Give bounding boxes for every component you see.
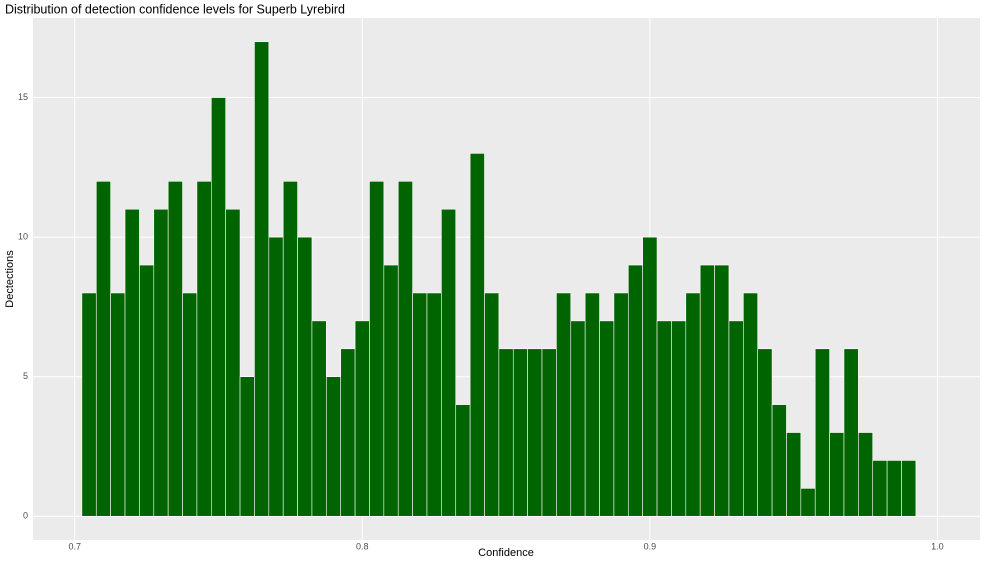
bar — [369, 180, 385, 517]
bar — [728, 320, 744, 517]
bar — [886, 460, 902, 517]
bar — [814, 348, 830, 517]
x-tick-label: 1.0 — [931, 541, 944, 551]
bar — [95, 180, 111, 517]
bar — [512, 348, 528, 517]
y-tick-label: 5 — [23, 371, 28, 381]
bar — [656, 320, 672, 517]
bar — [469, 153, 485, 517]
bar — [771, 404, 787, 517]
bar — [326, 376, 342, 517]
bar — [139, 264, 155, 517]
bar — [671, 320, 687, 517]
x-tick-label: 0.8 — [356, 541, 369, 551]
bar — [441, 208, 457, 517]
bar — [210, 97, 226, 517]
bar — [196, 180, 212, 517]
bar — [627, 264, 643, 517]
bar — [268, 236, 284, 517]
bar — [829, 432, 845, 517]
bar — [714, 264, 730, 517]
bar — [599, 320, 615, 517]
bar — [153, 208, 169, 517]
bar — [167, 180, 183, 517]
bar — [484, 292, 500, 517]
bar — [297, 236, 313, 517]
bar — [901, 460, 917, 517]
bar — [685, 292, 701, 517]
bar — [225, 208, 241, 517]
bar — [254, 41, 270, 517]
bar — [81, 292, 97, 517]
bar — [282, 180, 298, 517]
bar — [556, 292, 572, 517]
bar — [541, 348, 557, 517]
bar — [124, 208, 140, 517]
y-tick-label: 10 — [18, 232, 28, 242]
bar — [743, 292, 759, 517]
bar — [699, 264, 715, 517]
bar — [800, 488, 816, 517]
bar — [397, 180, 413, 517]
bar — [527, 348, 543, 517]
bar — [412, 292, 428, 517]
bar — [455, 404, 471, 517]
bar — [642, 236, 658, 517]
y-tick-label: 15 — [18, 92, 28, 102]
bar — [239, 376, 255, 517]
bar — [498, 348, 514, 517]
bar — [311, 320, 327, 517]
bar — [570, 320, 586, 517]
bar — [354, 320, 370, 517]
bar — [340, 348, 356, 517]
bar — [872, 460, 888, 517]
x-tick-label: 0.9 — [644, 541, 657, 551]
bar — [613, 292, 629, 517]
chart-title: Distribution of detection confidence lev… — [5, 2, 345, 16]
x-axis-label: Confidence — [478, 547, 534, 559]
x-tick-label: 0.7 — [68, 541, 81, 551]
y-tick-label: 0 — [23, 511, 28, 521]
bar — [383, 264, 399, 517]
bar — [858, 432, 874, 517]
bar — [757, 348, 773, 517]
y-axis-label: Dectections — [4, 250, 16, 308]
bar — [110, 292, 126, 517]
bar — [182, 292, 198, 517]
bar — [426, 292, 442, 517]
bar — [786, 432, 802, 517]
bar — [843, 348, 859, 517]
bar — [584, 292, 600, 517]
